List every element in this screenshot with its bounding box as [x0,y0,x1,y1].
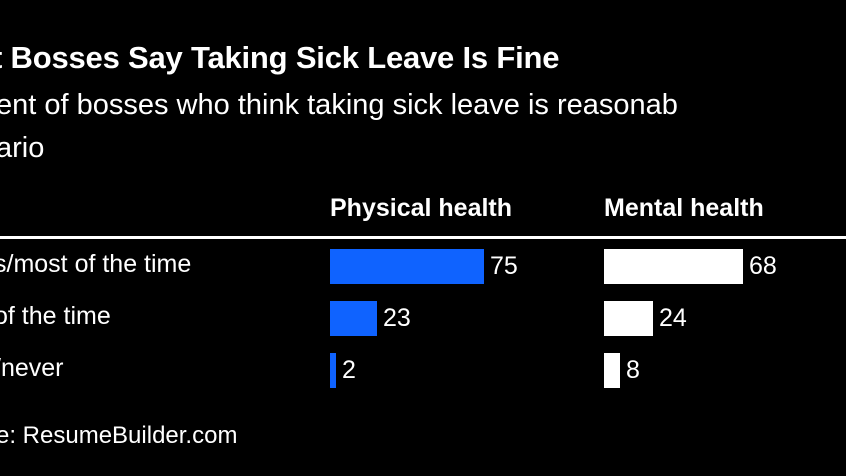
value-label-physical-health: 23 [383,304,411,332]
row-label: s/most of the time [0,250,192,278]
chart-subtitle: ent of bosses who think taking sick leav… [0,84,846,170]
bar-physical-health [330,301,377,336]
value-label-mental-health: 24 [659,304,687,332]
bar-physical-health [330,353,336,388]
bar-mental-health [604,301,653,336]
bar-mental-health [604,353,620,388]
subtitle-line-2: ario [0,132,45,164]
bar-physical-health [330,249,484,284]
source-note: e: ResumeBuilder.com [0,422,238,449]
row-label: /never [0,354,64,382]
header-rule [0,236,846,239]
bar-mental-health [604,249,743,284]
chart-title: t Bosses Say Taking Sick Leave Is Fine [0,40,560,75]
value-label-mental-health: 68 [749,252,777,280]
value-label-physical-health: 75 [490,252,518,280]
value-label-mental-health: 8 [626,356,640,384]
value-label-physical-health: 2 [342,356,356,384]
row-label: of the time [0,302,111,330]
column-header-mental-health: Mental health [604,194,764,222]
column-header-physical-health: Physical health [330,194,513,222]
subtitle-line-1: ent of bosses who think taking sick leav… [0,89,678,121]
